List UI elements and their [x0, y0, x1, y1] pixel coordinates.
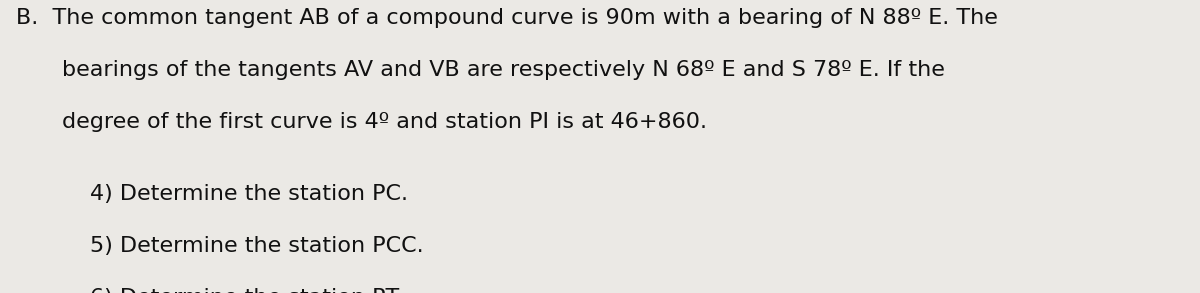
Text: 5) Determine the station PCC.: 5) Determine the station PCC.: [90, 236, 424, 256]
Text: bearings of the tangents AV and VB are respectively N 68º E and S 78º E. If the: bearings of the tangents AV and VB are r…: [62, 60, 946, 80]
Text: degree of the first curve is 4º and station PI is at 46+860.: degree of the first curve is 4º and stat…: [62, 112, 708, 132]
Text: 6) Determine the station PT.: 6) Determine the station PT.: [90, 288, 403, 293]
Text: 4) Determine the station PC.: 4) Determine the station PC.: [90, 184, 408, 204]
Text: B.  The common tangent AB of a compound curve is 90m with a bearing of N 88º E. : B. The common tangent AB of a compound c…: [16, 8, 997, 28]
